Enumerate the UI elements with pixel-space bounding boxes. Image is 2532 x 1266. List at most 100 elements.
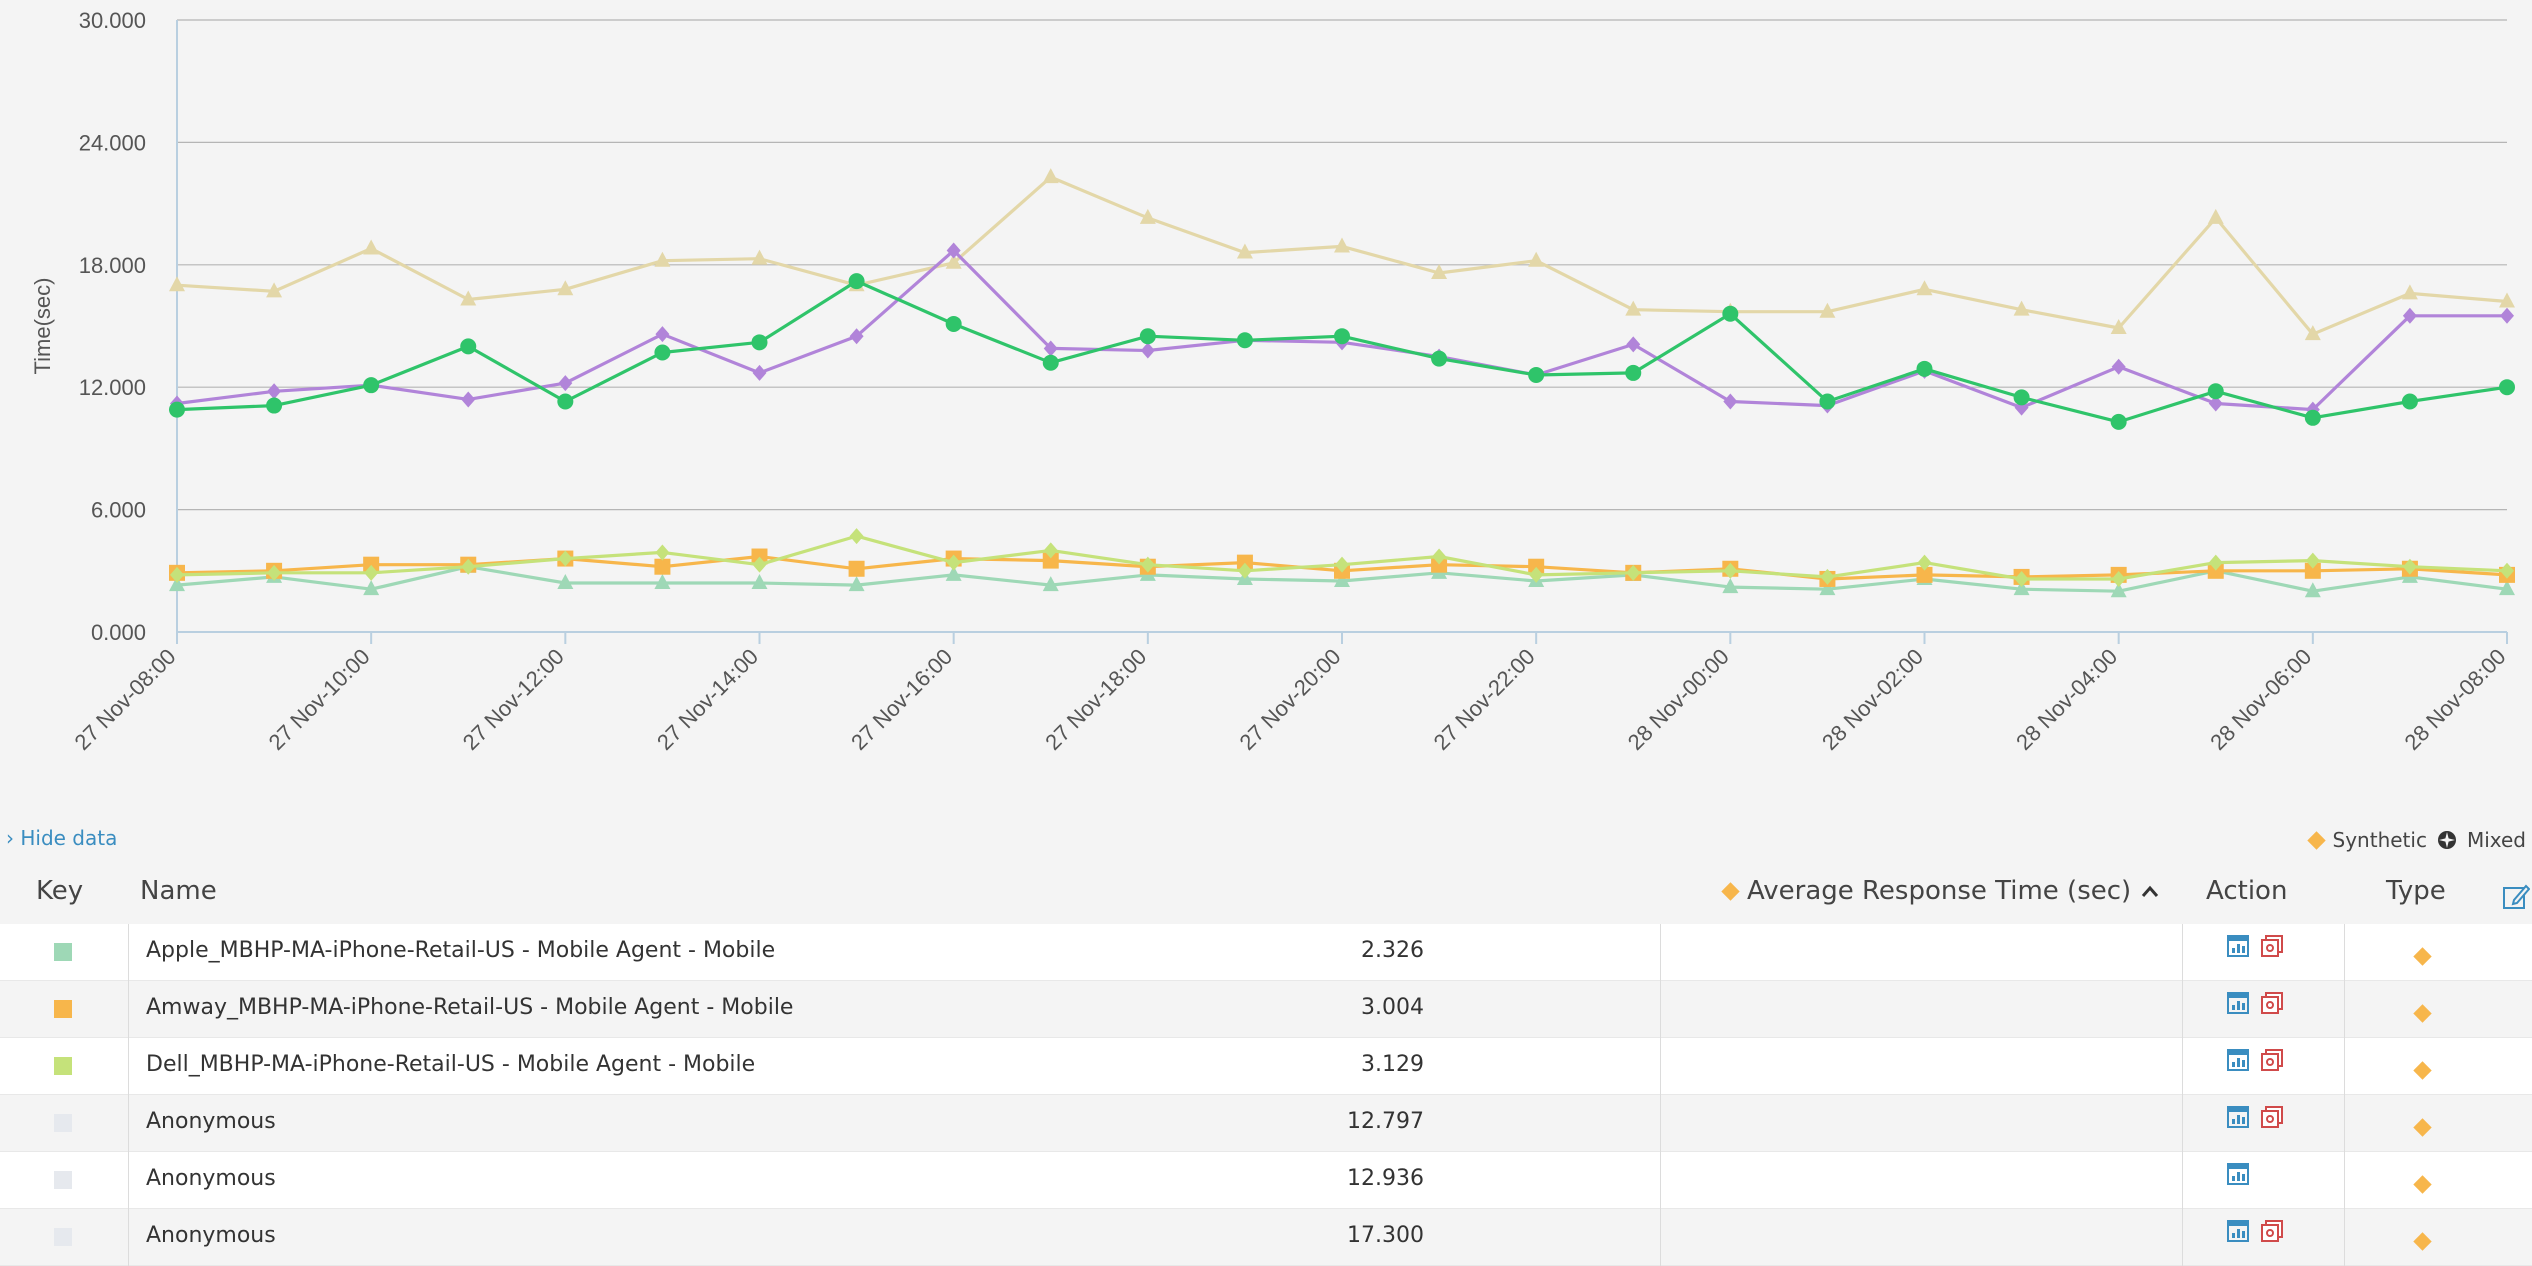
x-tick-label: 28 Nov-04:00 (2011, 644, 2122, 755)
data-point (2207, 208, 2224, 224)
key-swatch (54, 1114, 72, 1132)
header-name[interactable]: Name (140, 876, 217, 906)
data-point (363, 580, 380, 596)
screenshot-icon[interactable] (2260, 1048, 2284, 1072)
x-tick-label: 27 Nov-14:00 (652, 644, 763, 755)
key-swatch (54, 1171, 72, 1189)
data-point (1722, 305, 1739, 322)
data-point (1432, 548, 1447, 565)
row-average-value: 12.797 (1347, 1109, 1424, 1134)
data-point (2207, 562, 2224, 579)
synthetic-type-icon (2413, 1061, 2432, 1080)
row-average-value: 12.936 (1347, 1166, 1424, 1191)
data-point (461, 558, 476, 575)
data-point (1528, 558, 1545, 575)
data-point (1626, 336, 1641, 353)
data-point (1819, 393, 1836, 410)
legend-mixed-label: Mixed (2466, 828, 2526, 852)
row-actions (2226, 934, 2284, 958)
data-point (1236, 554, 1253, 571)
data-point (1335, 556, 1349, 573)
data-point (1236, 243, 1253, 259)
data-point (849, 528, 864, 545)
data-point (1334, 572, 1350, 587)
data-point (1042, 168, 1059, 184)
data-point (2305, 552, 2320, 569)
row-name[interactable]: Amway_MBHP-MA-iPhone-Retail-US - Mobile … (146, 995, 794, 1020)
table-row[interactable]: Apple_MBHP-MA-iPhone-Retail-US - Mobile … (0, 924, 2532, 981)
chart-analysis-icon[interactable] (2226, 1219, 2250, 1243)
data-point (557, 280, 574, 296)
synthetic-type-icon (2413, 1232, 2432, 1251)
type-legend: Synthetic Mixed (2306, 828, 2526, 852)
mixed-icon (2437, 831, 2456, 849)
data-point (752, 364, 767, 381)
chart-analysis-icon[interactable] (2226, 934, 2250, 958)
data-point (2208, 395, 2223, 412)
data-point (2013, 300, 2030, 316)
screenshot-icon[interactable] (2260, 934, 2284, 958)
header-average-label: Average Response Time (sec) (1747, 876, 2132, 906)
data-point (848, 560, 865, 577)
screenshot-icon[interactable] (2260, 991, 2284, 1015)
row-average-value: 3.004 (1361, 995, 1424, 1020)
data-point (2304, 409, 2321, 426)
data-point (946, 242, 961, 259)
screenshot-icon[interactable] (2260, 1219, 2284, 1243)
data-point (2110, 582, 2127, 598)
data-point (2304, 582, 2321, 598)
data-point (945, 253, 962, 269)
data-point (461, 391, 476, 408)
synthetic-type-icon (2413, 947, 2432, 966)
chart-analysis-icon[interactable] (2226, 1048, 2250, 1072)
table-row[interactable]: Anonymous 17.300 (0, 1209, 2532, 1266)
table-row[interactable]: Anonymous 12.797 (0, 1095, 2532, 1152)
row-name[interactable]: Anonymous (146, 1223, 276, 1248)
data-point (2013, 580, 2030, 596)
header-average[interactable]: Average Response Time (sec) (1721, 876, 2159, 906)
data-point (266, 282, 283, 298)
hide-data-link[interactable]: › Hide data (6, 826, 118, 850)
row-name[interactable]: Apple_MBHP-MA-iPhone-Retail-US - Mobile … (146, 938, 776, 963)
header-key[interactable]: Key (36, 876, 84, 906)
data-point (752, 556, 767, 573)
row-name[interactable]: Anonymous (146, 1166, 276, 1191)
chart-analysis-icon[interactable] (2226, 1162, 2250, 1186)
data-point (1529, 566, 1544, 583)
x-tick-label: 28 Nov-00:00 (1623, 644, 1734, 755)
row-actions (2226, 1048, 2284, 1072)
data-point (2014, 570, 2029, 587)
row-actions (2226, 1105, 2284, 1129)
data-point (364, 564, 379, 581)
table-row[interactable]: Dell_MBHP-MA-iPhone-Retail-US - Mobile A… (0, 1038, 2532, 1095)
row-name[interactable]: Dell_MBHP-MA-iPhone-Retail-US - Mobile A… (146, 1052, 756, 1077)
row-average-value: 3.129 (1361, 1052, 1424, 1077)
data-point (945, 315, 962, 332)
chart-analysis-icon[interactable] (2226, 991, 2250, 1015)
chart-analysis-icon[interactable] (2226, 1105, 2250, 1129)
data-point (751, 334, 768, 351)
data-point (1722, 578, 1739, 594)
row-name[interactable]: Anonymous (146, 1109, 276, 1134)
data-point (1431, 350, 1448, 367)
data-point (1431, 556, 1448, 573)
header-action: Action (2206, 876, 2288, 906)
key-swatch (54, 1228, 72, 1246)
data-point (2402, 307, 2417, 324)
screenshot-icon[interactable] (2260, 1105, 2284, 1129)
edit-icon[interactable] (2502, 882, 2530, 910)
key-swatch (54, 1000, 72, 1018)
data-point (1917, 554, 1932, 571)
response-time-chart: 0.000 6.000 12.000 18.000 24.000 30.000 Time(s… (30, 8, 2515, 755)
data-point (751, 574, 768, 590)
row-actions (2226, 1162, 2250, 1186)
data-point (654, 558, 671, 575)
table-row[interactable]: Anonymous 12.936 (0, 1152, 2532, 1209)
data-point (2500, 562, 2514, 579)
table-row[interactable]: Amway_MBHP-MA-iPhone-Retail-US - Mobile … (0, 981, 2532, 1038)
sort-ascending-icon[interactable] (2141, 884, 2159, 898)
data-point (1625, 364, 1642, 381)
data-point (558, 550, 573, 567)
y-axis-label: Time(sec) (30, 278, 55, 375)
x-tick-label: 28 Nov-06:00 (2205, 644, 2316, 755)
